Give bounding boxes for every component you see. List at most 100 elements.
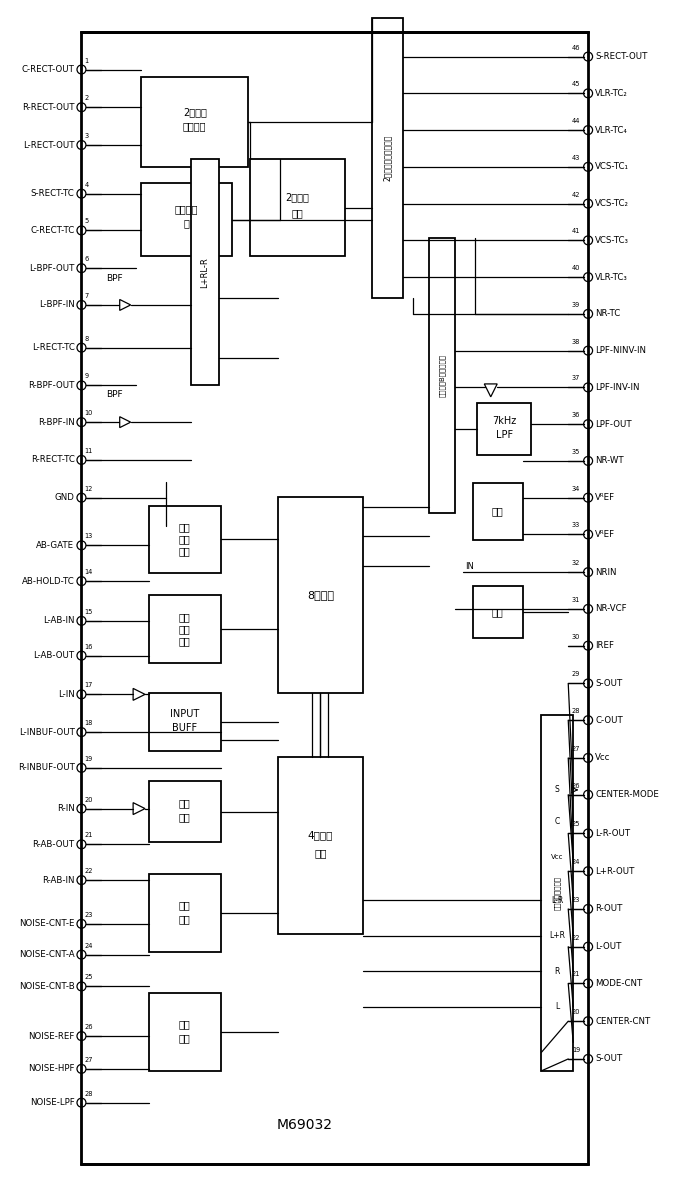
Text: Vcc: Vcc (551, 854, 563, 860)
Text: NOISE-LPF: NOISE-LPF (30, 1098, 75, 1107)
Bar (149, 994, 220, 1070)
Text: INPUT: INPUT (170, 709, 200, 719)
Text: NR-TC: NR-TC (595, 310, 620, 318)
Text: Vᴄᴄ: Vᴄᴄ (595, 753, 611, 762)
Text: 28: 28 (84, 1091, 93, 1097)
Text: S-OUT: S-OUT (595, 1055, 622, 1063)
Text: 17: 17 (84, 683, 93, 689)
Text: NOISE-CNT-A: NOISE-CNT-A (19, 950, 75, 959)
Bar (541, 715, 573, 1070)
Text: 序列: 序列 (179, 914, 191, 923)
Text: 序列: 序列 (179, 1033, 191, 1043)
Text: 21: 21 (84, 832, 93, 838)
Text: MODE-CNT: MODE-CNT (595, 980, 642, 988)
Text: 31: 31 (572, 597, 580, 603)
Text: 8倍放大: 8倍放大 (307, 590, 334, 600)
Text: 33: 33 (572, 523, 580, 529)
Bar (371, 18, 403, 298)
Text: NOISE-CNT-B: NOISE-CNT-B (19, 982, 75, 991)
Text: BPF: BPF (106, 390, 123, 398)
Text: 46: 46 (572, 44, 580, 50)
Text: CENTER-MODE: CENTER-MODE (595, 791, 659, 799)
Text: 4: 4 (84, 182, 89, 188)
Text: S-OUT: S-OUT (595, 679, 622, 688)
Text: NOISE-HPF: NOISE-HPF (28, 1064, 75, 1073)
Bar (477, 403, 532, 454)
Text: 23: 23 (572, 897, 580, 903)
Text: 32: 32 (572, 560, 580, 566)
Text: BPF: BPF (106, 274, 123, 282)
Text: 2倍对数: 2倍对数 (183, 108, 207, 117)
Text: 3: 3 (84, 133, 88, 139)
Text: 缓冲: 缓冲 (179, 812, 191, 823)
Text: LPF-NINV-IN: LPF-NINV-IN (595, 346, 646, 355)
Text: 2倍时间常数入口开关: 2倍时间常数入口开关 (383, 135, 392, 181)
Text: 45: 45 (572, 81, 580, 87)
Bar (141, 78, 248, 167)
Text: AB-GATE: AB-GATE (36, 541, 75, 550)
Text: 自动: 自动 (179, 612, 191, 622)
Text: 分开: 分开 (292, 208, 303, 219)
Bar (82, 32, 588, 1164)
Text: GND: GND (55, 493, 75, 502)
Text: 30: 30 (572, 634, 580, 640)
Text: 粗测: 粗测 (492, 606, 503, 617)
Text: 平衡: 平衡 (179, 535, 191, 544)
Text: L-R: L-R (551, 896, 563, 904)
Text: L-BPF-OUT: L-BPF-OUT (29, 263, 75, 273)
Bar (149, 596, 220, 663)
Text: 7kHz: 7kHz (492, 416, 516, 426)
Text: L-INBUF-OUT: L-INBUF-OUT (19, 727, 75, 737)
Text: 网络: 网络 (314, 848, 327, 859)
Text: C: C (555, 817, 560, 826)
Text: 20: 20 (572, 1009, 580, 1015)
Bar (149, 781, 220, 842)
Text: 40: 40 (572, 266, 580, 271)
Bar (149, 506, 220, 573)
Text: 中置工作模式控制: 中置工作模式控制 (554, 875, 561, 910)
Text: 2倍极性: 2倍极性 (286, 193, 309, 202)
Text: 27: 27 (84, 1057, 93, 1063)
Text: 27: 27 (572, 746, 580, 752)
Bar (191, 159, 218, 385)
Text: 14: 14 (84, 569, 93, 575)
Text: 18: 18 (84, 720, 93, 726)
Text: L+R-OUT: L+R-OUT (595, 867, 634, 875)
Text: 35: 35 (572, 448, 580, 454)
Text: 42: 42 (572, 191, 580, 197)
Text: IN: IN (465, 562, 474, 570)
Text: 5: 5 (84, 219, 89, 225)
Bar (473, 586, 522, 637)
Text: 25: 25 (572, 822, 580, 828)
Text: 44: 44 (572, 118, 580, 124)
Text: 噪声: 噪声 (179, 1019, 191, 1030)
Text: L-RECT-TC: L-RECT-TC (32, 343, 75, 352)
Text: VCS-TC₃: VCS-TC₃ (595, 236, 629, 245)
Text: S-RECT-OUT: S-RECT-OUT (595, 53, 648, 61)
Text: 23: 23 (84, 911, 93, 917)
Text: 2: 2 (84, 96, 89, 102)
Text: R-INBUF-OUT: R-INBUF-OUT (18, 763, 75, 773)
Text: R-RECT-TC: R-RECT-TC (30, 456, 75, 464)
Bar (250, 159, 344, 256)
Text: 26: 26 (84, 1024, 93, 1030)
Text: S: S (555, 786, 559, 794)
Text: 输入: 输入 (179, 799, 191, 808)
Text: 38: 38 (572, 338, 580, 344)
Text: 7: 7 (84, 293, 89, 299)
Text: NOISE-CNT-E: NOISE-CNT-E (19, 920, 75, 928)
Text: 8: 8 (84, 336, 89, 342)
Text: CENTER-CNT: CENTER-CNT (595, 1017, 650, 1026)
Text: 放发比较B噪声抑制器: 放发比较B噪声抑制器 (439, 354, 446, 397)
Text: R-BPF-IN: R-BPF-IN (38, 417, 75, 427)
Text: 放大: 放大 (179, 636, 191, 646)
Text: 16: 16 (84, 643, 93, 649)
Text: 粗细: 粗细 (492, 507, 503, 517)
Text: L+RL-R: L+RL-R (200, 257, 209, 287)
Text: 25: 25 (84, 975, 93, 981)
Text: VLR-TC₃: VLR-TC₃ (595, 273, 628, 281)
Text: C-RECT-OUT: C-RECT-OUT (22, 65, 75, 74)
Text: AB-HOLD-TC: AB-HOLD-TC (22, 576, 75, 586)
Text: M69032: M69032 (277, 1117, 333, 1131)
Text: L-BPF-IN: L-BPF-IN (39, 300, 75, 310)
